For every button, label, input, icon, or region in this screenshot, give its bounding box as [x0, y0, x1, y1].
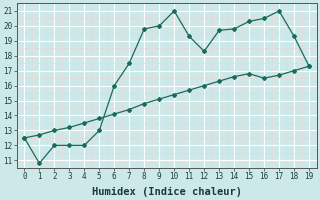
X-axis label: Humidex (Indice chaleur): Humidex (Indice chaleur): [92, 186, 242, 197]
